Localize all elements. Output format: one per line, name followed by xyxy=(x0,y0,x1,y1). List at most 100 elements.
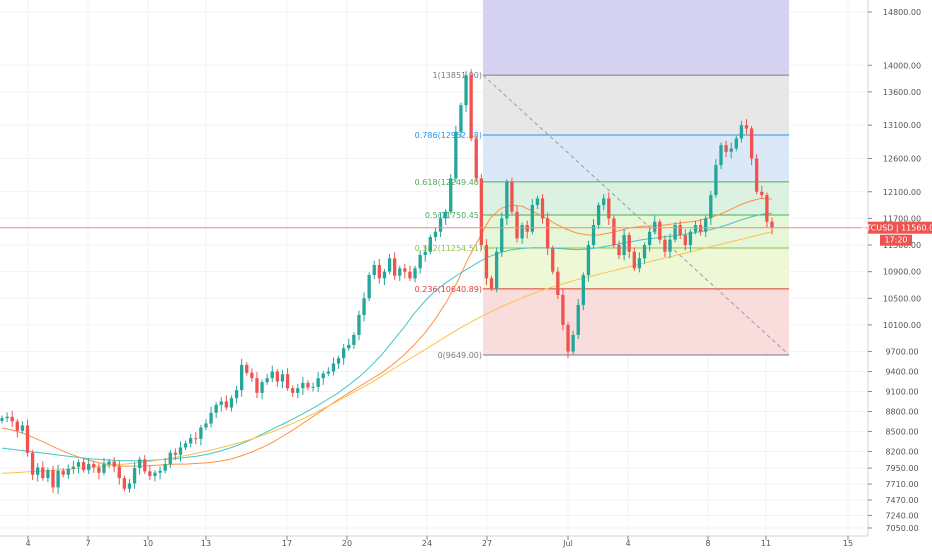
fib-zone-0.236 xyxy=(483,288,789,355)
candle-body xyxy=(275,371,280,382)
candle-body xyxy=(321,373,325,379)
candle-body xyxy=(520,225,524,239)
candle-body xyxy=(749,128,754,159)
candle-body xyxy=(525,225,529,232)
candle-body xyxy=(724,145,728,152)
candle-body xyxy=(224,401,229,408)
price-tick-label: 7950.00 xyxy=(885,464,918,473)
candle-body xyxy=(71,466,76,469)
price-tick-label: 14800.00 xyxy=(883,8,921,17)
candle-body xyxy=(729,148,733,152)
candle-body xyxy=(219,401,223,405)
fib-level-label: 0.786(12952.48) xyxy=(415,131,482,140)
candle-body xyxy=(189,438,193,444)
candle-body xyxy=(760,191,764,196)
candle-body xyxy=(627,235,631,252)
candle-body xyxy=(0,418,4,421)
price-tick-label: 10100.00 xyxy=(883,321,921,330)
time-tick-label: 7 xyxy=(85,539,90,548)
price-tick-label: 10900.00 xyxy=(883,268,921,277)
fib-level-label: 0.5(11750.45) xyxy=(425,211,482,220)
candle-body xyxy=(469,75,473,139)
candle-body xyxy=(408,271,412,279)
candle-body xyxy=(51,470,55,488)
candle-body xyxy=(489,278,494,289)
candle-body xyxy=(755,158,759,192)
time-tick-label: 4 xyxy=(625,539,630,548)
time-tick-label: 20 xyxy=(342,539,352,548)
candle-body xyxy=(479,178,483,246)
candle-body xyxy=(377,265,382,279)
price-tick-label: 14000.00 xyxy=(883,61,921,70)
candle-body xyxy=(265,378,269,383)
time-axis[interactable]: 4 7 10 13 17 20 24 27 Jul 4 8 11 15 xyxy=(0,535,868,548)
candle-body xyxy=(41,467,45,479)
candle-body xyxy=(591,225,596,246)
candle-body xyxy=(316,378,320,387)
candle-body xyxy=(683,235,687,246)
candle-body xyxy=(209,412,213,424)
candle-body xyxy=(530,205,534,232)
fib-zone-0.618 xyxy=(483,181,789,216)
candle-body xyxy=(336,358,341,364)
candle-body xyxy=(535,198,540,206)
candle-body xyxy=(56,470,60,488)
price-axis[interactable]: 14800.00 14000.00 13600.00 13100.00 12600.00… xyxy=(861,0,932,536)
price-tick-label: 12100.00 xyxy=(883,188,921,197)
time-tick-label: 15 xyxy=(843,539,853,548)
time-tick-label: 4 xyxy=(25,539,30,548)
candle-body xyxy=(280,374,285,382)
candle-body xyxy=(658,221,662,240)
candle-body xyxy=(362,298,366,315)
candle-body xyxy=(403,268,407,272)
candle-body xyxy=(270,371,274,379)
price-tag-text: BTCUSD | 11560.08 xyxy=(861,224,932,233)
candle-body xyxy=(10,416,14,422)
candle-body xyxy=(153,472,157,477)
price-tick-label: 8500.00 xyxy=(885,427,918,436)
time-tick-label: 24 xyxy=(422,539,432,548)
candle-body xyxy=(92,464,96,468)
candle-body xyxy=(357,314,361,335)
candle-body xyxy=(107,461,111,465)
candle-body xyxy=(163,464,167,471)
candle-body xyxy=(398,268,402,276)
candle-body xyxy=(183,443,188,448)
candle-body xyxy=(510,181,514,212)
fib-zone-0.382 xyxy=(483,248,789,289)
candle-body xyxy=(744,125,749,129)
candle-body xyxy=(15,421,19,431)
candle-body xyxy=(148,471,152,477)
candle-body xyxy=(260,382,264,393)
candle-body xyxy=(122,478,127,489)
time-tick-label: 27 xyxy=(482,539,492,548)
time-tick-label: 11 xyxy=(761,539,771,548)
price-tick-label: 13100.00 xyxy=(883,121,921,130)
candle-body xyxy=(173,452,178,455)
candle-body xyxy=(739,125,744,139)
candle-body xyxy=(443,211,448,219)
candle-body xyxy=(734,138,738,149)
price-tick-label: 7710.00 xyxy=(885,480,918,489)
fib-zone-0.786 xyxy=(483,135,789,182)
countdown-tag xyxy=(880,234,912,246)
candle-body xyxy=(97,467,101,473)
ma-fast-line xyxy=(1,197,773,467)
candle-body xyxy=(540,198,545,219)
candle-body xyxy=(765,195,769,222)
fib-zone-0.5 xyxy=(483,215,789,249)
candle-body xyxy=(500,218,504,252)
candle-body xyxy=(545,218,550,249)
candle-body xyxy=(433,231,438,238)
candle-body xyxy=(301,382,305,389)
time-tick-label: 10 xyxy=(143,539,153,548)
candle-body xyxy=(714,165,718,196)
fibonacci-retracement[interactable]: 1(13851.90) 0.786(12952.48) 0.618(12249.40… xyxy=(415,0,790,360)
fib-level-label: 0(9649.00) xyxy=(438,351,482,360)
candle-body xyxy=(617,245,621,256)
candle-body xyxy=(326,371,331,374)
candle-body xyxy=(673,225,677,240)
candle-body xyxy=(194,438,198,440)
